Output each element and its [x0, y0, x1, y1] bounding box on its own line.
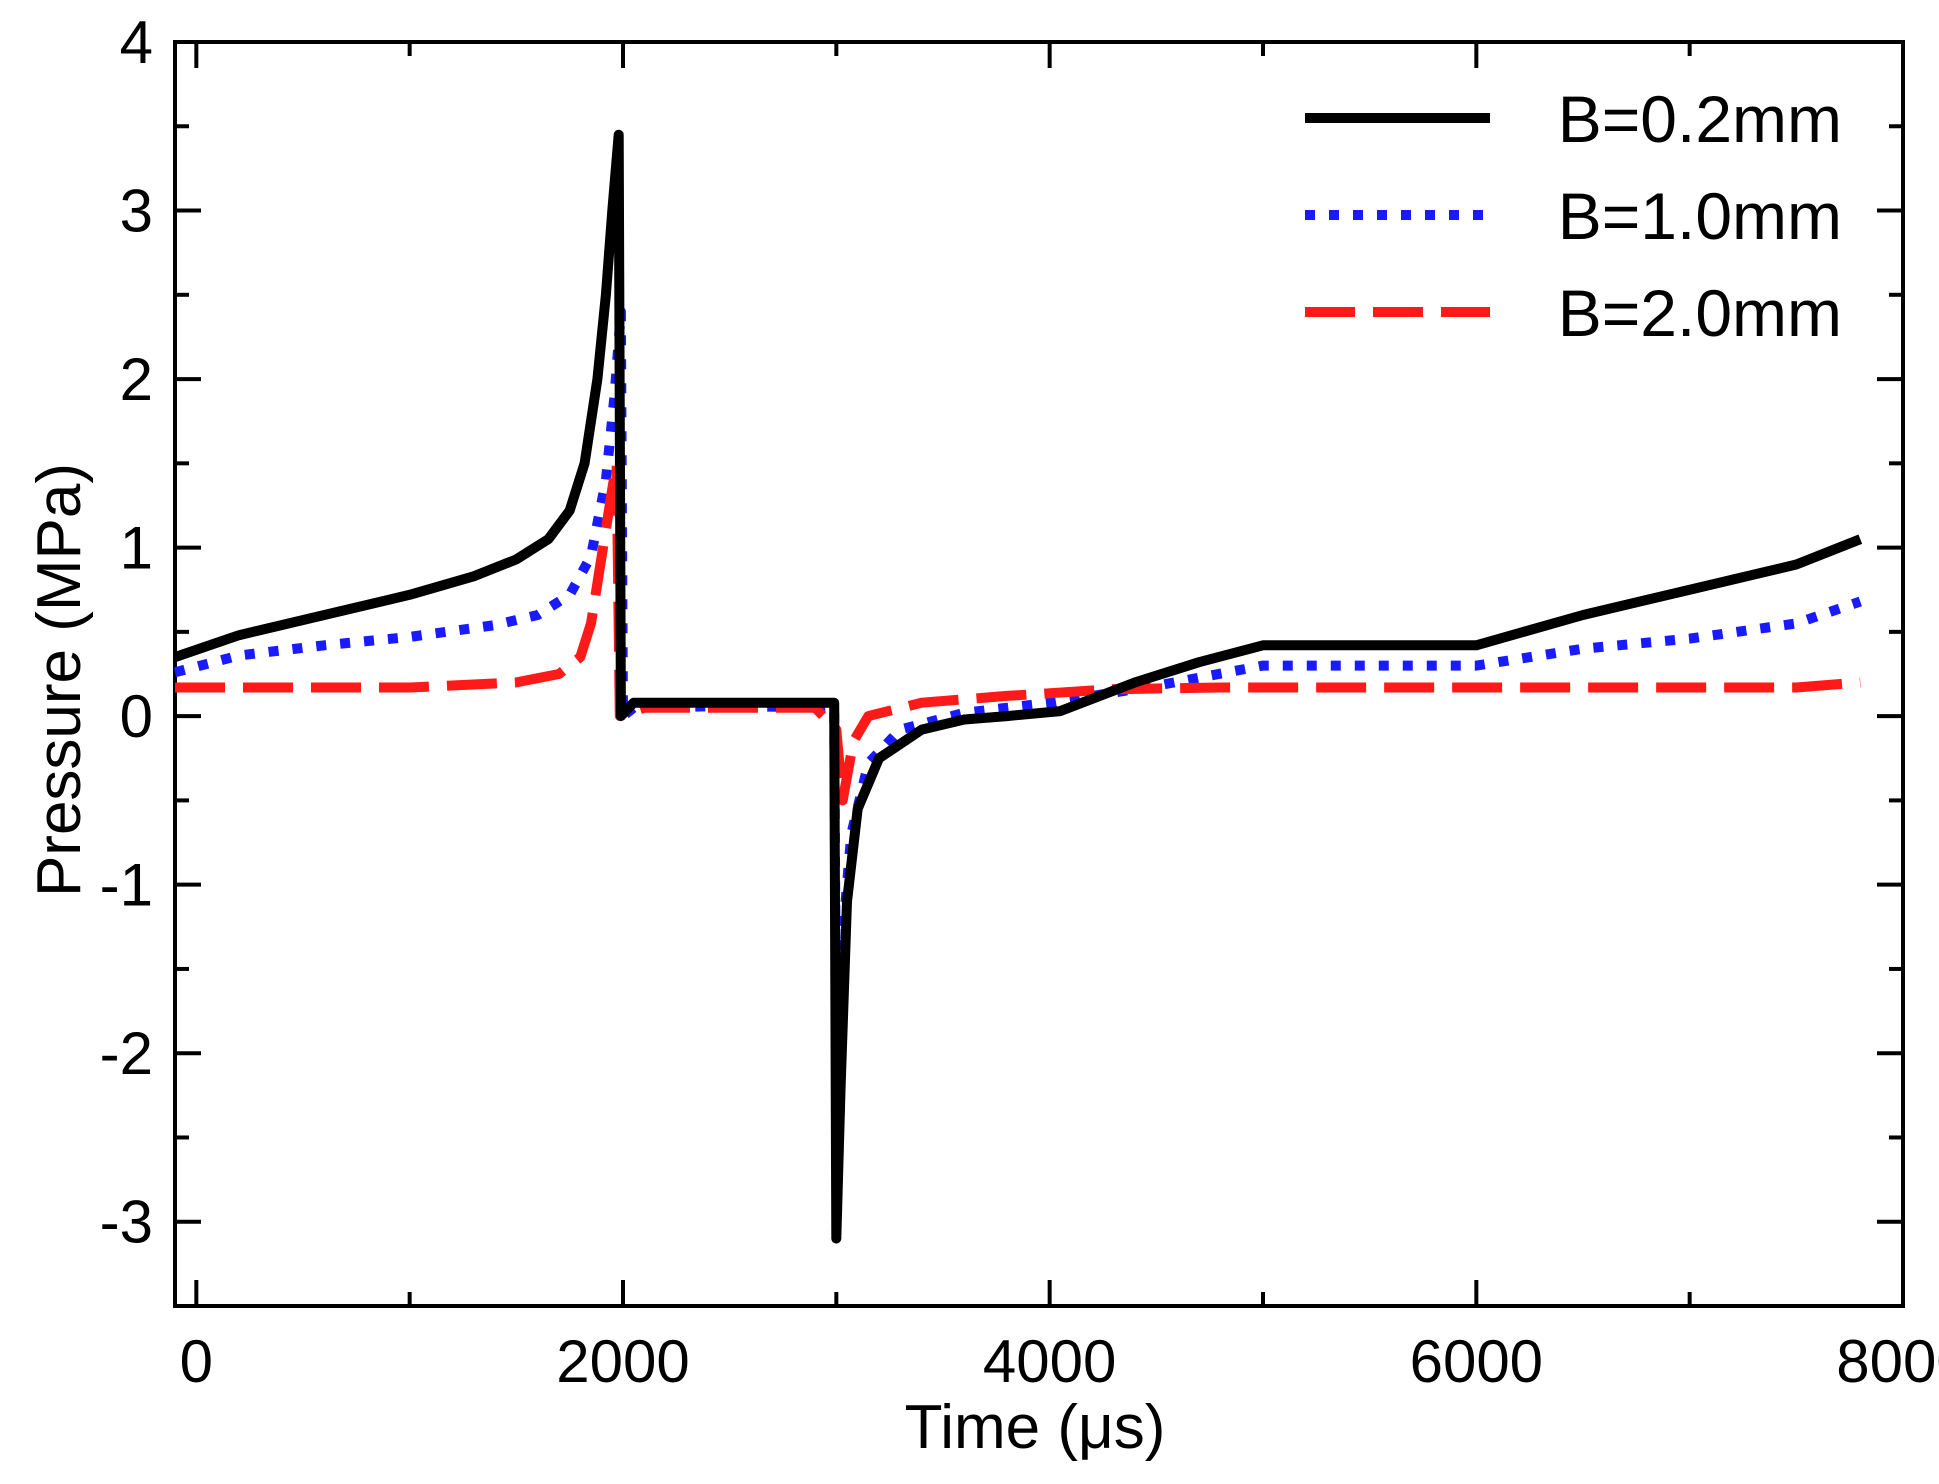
y-axis-title: Pressure (MPa) [25, 463, 94, 897]
series-line-1 [173, 129, 1863, 1244]
series-layer [173, 129, 1863, 1244]
legend: B=0.2mm B=1.0mm B=2.0mm [1262, 82, 1846, 448]
legend-label-b20: B=2.0mm [1558, 276, 1842, 350]
legend-label-b10: B=1.0mm [1558, 179, 1842, 253]
y-tick-label: 1 [120, 515, 153, 582]
axes: -3 -2 -1 0 1 2 3 4 0 2000 4000 6000 8000 [100, 9, 1939, 1395]
y-tick-label: 0 [120, 683, 153, 750]
x-tick-label: 8000 [1836, 1328, 1939, 1395]
plot-frame [173, 40, 1905, 1308]
series-line-3 [175, 458, 1861, 806]
y-tick-label: -2 [100, 1020, 153, 1087]
x-tick-label: 2000 [556, 1328, 689, 1395]
series-line-2 [173, 306, 1862, 1101]
y-tick-label: -1 [100, 852, 153, 919]
y-tick-label: 4 [120, 9, 153, 76]
x-tick-label: 6000 [1410, 1328, 1543, 1395]
legend-background [1262, 88, 1846, 448]
y-tick-label: 3 [120, 178, 153, 245]
legend-label-b02: B=0.2mm [1558, 82, 1842, 156]
x-axis-title: Time (μs) [905, 1393, 1166, 1462]
x-tick-label: 4000 [983, 1328, 1116, 1395]
x-tick-label: 0 [180, 1328, 213, 1395]
y-tick-label: 2 [120, 346, 153, 413]
y-tick-label: -3 [100, 1189, 153, 1256]
